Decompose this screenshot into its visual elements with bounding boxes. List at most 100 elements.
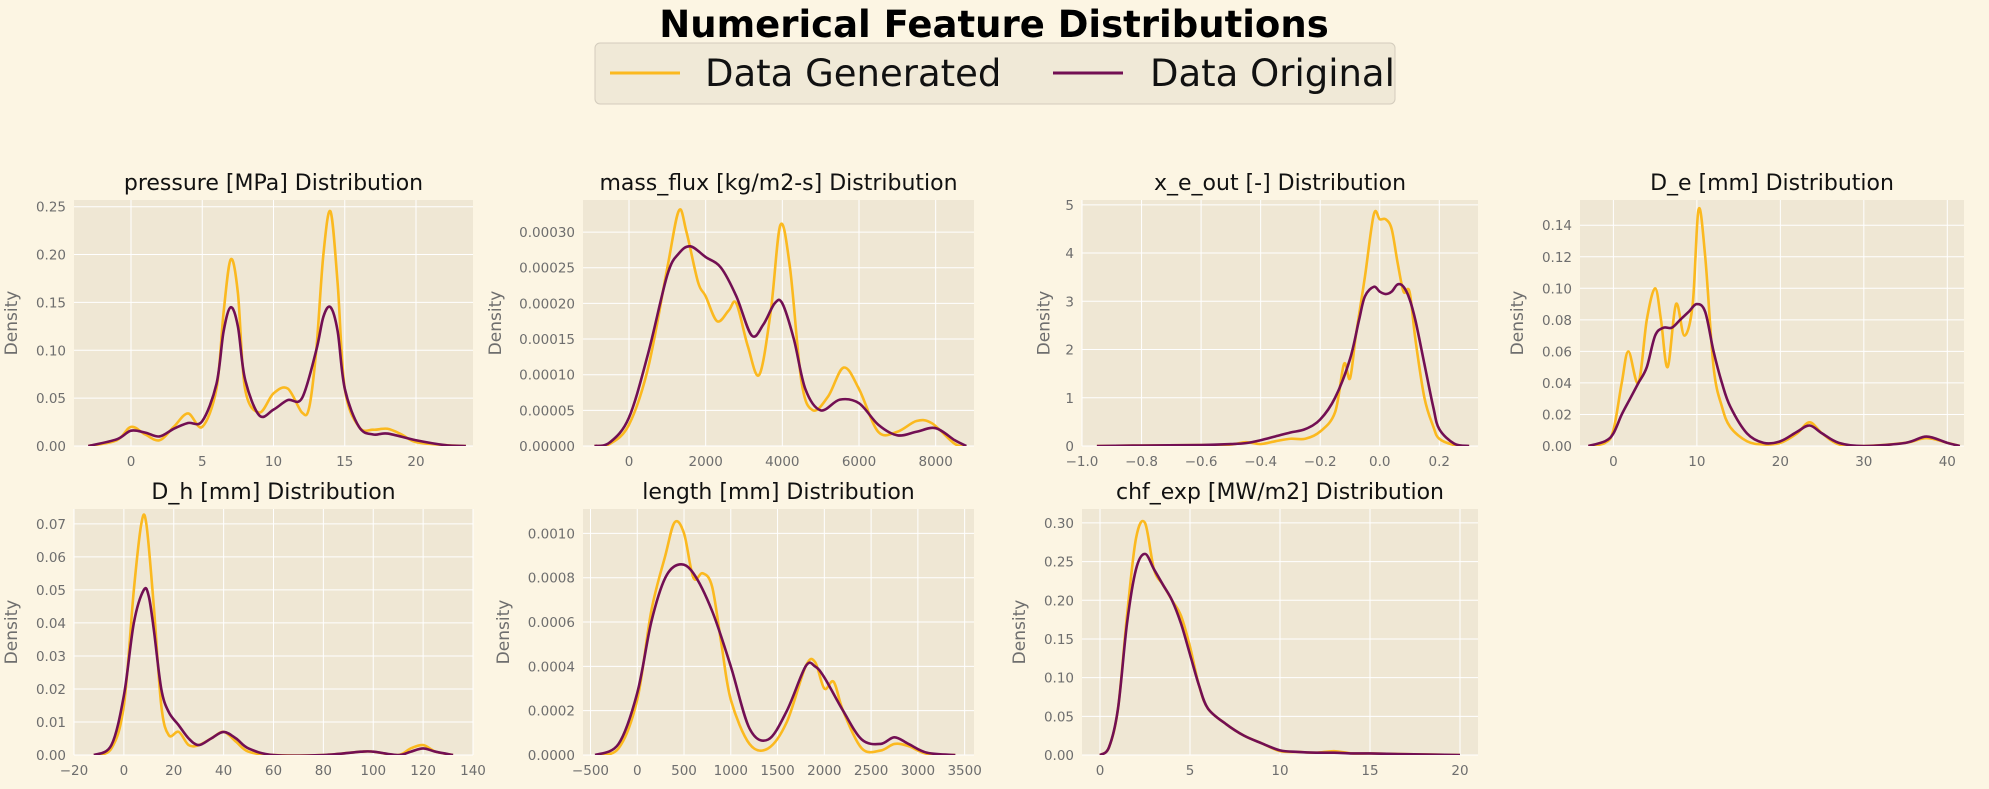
y-tick-label: 5 (1065, 198, 1074, 214)
y-tick-label: 0.25 (36, 200, 66, 216)
series-line-original (93, 586, 454, 755)
series-line-original (1587, 302, 1961, 446)
y-tick-label: 0.07 (36, 517, 66, 533)
y-tick-label: 0 (1065, 439, 1074, 455)
y-tick-label: 0.0004 (528, 659, 575, 675)
y-tick-label: 0.14 (1542, 218, 1572, 234)
x-tick-label: −0.2 (1304, 454, 1337, 470)
x-tick-label: 20 (1451, 763, 1468, 779)
series-line-original (594, 562, 956, 755)
subplot-5: −20 0 20 40 60 80 100 120 140 0.00 0.01 0.02 0.03 0.0… (2, 480, 486, 779)
x-tick-label: 500 (671, 763, 697, 779)
subplot-grid: 0 5 10 15 200.000.050.100.150.200.25Densityp… (2, 171, 1964, 779)
y-axis-label: Density (1010, 600, 1030, 665)
y-tick-label: 0.04 (36, 616, 66, 632)
y-tick-label: 0.10 (1044, 671, 1074, 687)
y-tick-label: 0.0008 (528, 571, 575, 587)
subplot-title: D_h [mm] Distribution (151, 480, 395, 505)
y-tick-label: 0.00010 (519, 368, 575, 384)
series-line-generated (87, 209, 466, 446)
subplot-7: 0 5 10 15 20 0.00 0.05 0.10 0.15 0.20 0.25 0.30 Dens… (1010, 480, 1478, 779)
y-tick-label: 0.00025 (519, 261, 575, 277)
y-tick-label: 0.06 (36, 550, 66, 566)
x-tick-label: 2500 (854, 763, 888, 779)
x-tick-label: 20 (407, 454, 424, 470)
subplot-title: length [mm] Distribution (642, 480, 915, 505)
y-axis-label: Density (494, 600, 514, 665)
y-tick-label: 0.15 (1044, 632, 1074, 648)
x-tick-label: 2000 (688, 454, 722, 470)
subplot-4: 0 10 20 30 40 0.00 0.02 0.04 0.06 0.08 0.10 0.12 0.1… (1508, 171, 1964, 470)
series-line-original (87, 305, 466, 446)
y-tick-label: 0.06 (1542, 344, 1572, 360)
y-tick-label: 0.00020 (519, 296, 575, 312)
y-axis-label: Density (2, 291, 22, 356)
subplot-title: chf_exp [MW/m2] Distribution (1116, 480, 1444, 505)
x-tick-label: −500 (572, 763, 609, 779)
x-tick-label: 1000 (714, 763, 748, 779)
x-tick-label: 30 (1855, 454, 1872, 470)
x-tick-label: 0 (120, 763, 129, 779)
x-tick-label: 120 (410, 763, 436, 779)
x-tick-label: 3500 (947, 763, 981, 779)
y-tick-label: 1 (1065, 391, 1074, 407)
y-tick-label: 0.00005 (519, 403, 575, 419)
x-tick-label: 15 (1361, 763, 1378, 779)
y-tick-label: 0.05 (36, 391, 66, 407)
y-tick-label: 0.00030 (519, 225, 575, 241)
y-tick-label: 0.15 (36, 295, 66, 311)
x-tick-label: −1.0 (1066, 454, 1099, 470)
y-tick-label: 0.00 (36, 439, 66, 455)
y-tick-label: 0.20 (36, 248, 66, 264)
x-tick-label: 20 (165, 763, 182, 779)
x-tick-label: 0 (633, 763, 642, 779)
x-tick-label: −0.8 (1125, 454, 1158, 470)
legend: Data Generated Data Original (594, 42, 1396, 105)
x-tick-label: 0 (127, 454, 136, 470)
x-tick-label: 10 (265, 454, 282, 470)
legend-label-generated: Data Generated (705, 52, 1001, 95)
y-tick-label: 0.0000 (528, 748, 575, 764)
subplot-3: −1.0 −0.8 −0.6 −0.4 −0.2 0.0 0.2 0 1 2 3 4 5 Density x… (1035, 171, 1478, 470)
x-tick-label: 10 (1271, 763, 1288, 779)
series-line-original (594, 244, 967, 446)
y-tick-label: 0.08 (1542, 313, 1572, 329)
y-tick-label: 0.10 (1542, 281, 1572, 297)
subplot-title: x_e_out [-] Distribution (1154, 171, 1406, 196)
y-tick-label: 0.0002 (528, 704, 575, 720)
subplot-title: mass_flux [kg/m2-s] Distribution (599, 171, 957, 196)
y-axis-label: Density (2, 600, 22, 665)
y-tick-label: 0.02 (36, 682, 66, 698)
subplot-2: 0 2000 4000 6000 8000 0.00000 0.00005 0.00010 0.… (486, 171, 974, 470)
y-axis-label: Density (1035, 291, 1055, 356)
x-tick-label: 4000 (765, 454, 799, 470)
x-tick-label: 2000 (807, 763, 841, 779)
x-tick-label: 140 (460, 763, 486, 779)
y-axis-label: Density (486, 291, 506, 356)
x-tick-label: 40 (1939, 454, 1956, 470)
x-tick-label: 80 (315, 763, 332, 779)
y-tick-label: 0.25 (1044, 555, 1074, 571)
y-tick-label: 0.00000 (519, 439, 575, 455)
x-tick-label: −20 (60, 763, 89, 779)
x-tick-label: 10 (1688, 454, 1705, 470)
y-tick-label: 0.03 (36, 649, 66, 665)
y-tick-label: 2 (1065, 343, 1074, 359)
series-line-generated (594, 208, 967, 446)
x-tick-label: 5 (198, 454, 207, 470)
subplot-6: −500 0 500 1000 1500 2000 2500 3000 3500 0.0000 0.… (494, 480, 982, 779)
x-tick-label: −0.6 (1185, 454, 1218, 470)
x-tick-label: 20 (1772, 454, 1789, 470)
y-tick-label: 0.00 (1542, 439, 1572, 455)
x-tick-label: 0 (625, 454, 634, 470)
y-tick-label: 0.04 (1542, 376, 1572, 392)
subplot-title: D_e [mm] Distribution (1650, 171, 1894, 196)
x-tick-label: 100 (360, 763, 386, 779)
y-tick-label: 3 (1065, 294, 1074, 310)
y-tick-label: 0.0010 (528, 526, 575, 542)
y-axis-label: Density (1508, 291, 1528, 356)
plot-area (1082, 200, 1478, 446)
x-tick-label: 0.2 (1429, 454, 1450, 470)
x-tick-label: 15 (336, 454, 353, 470)
